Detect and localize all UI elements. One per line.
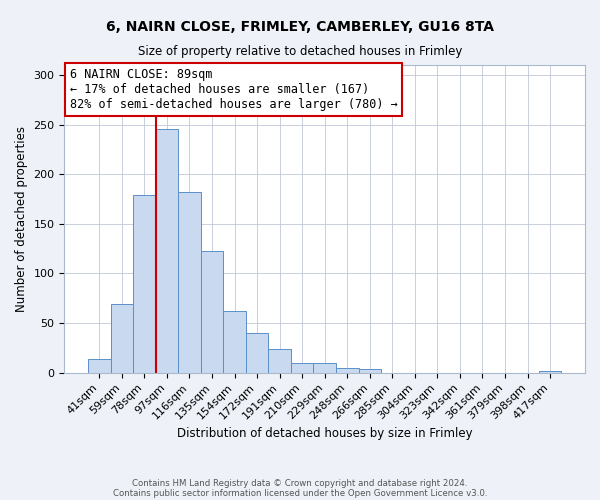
Text: Size of property relative to detached houses in Frimley: Size of property relative to detached ho… xyxy=(138,45,462,58)
X-axis label: Distribution of detached houses by size in Frimley: Distribution of detached houses by size … xyxy=(177,427,473,440)
Bar xyxy=(336,368,359,372)
Bar xyxy=(268,349,291,372)
Bar xyxy=(133,195,155,372)
Text: Contains public sector information licensed under the Open Government Licence v3: Contains public sector information licen… xyxy=(113,488,487,498)
Bar xyxy=(359,369,381,372)
Bar xyxy=(155,128,178,372)
Text: 6 NAIRN CLOSE: 89sqm
← 17% of detached houses are smaller (167)
82% of semi-deta: 6 NAIRN CLOSE: 89sqm ← 17% of detached h… xyxy=(70,68,397,111)
Bar xyxy=(88,359,110,372)
Bar xyxy=(291,363,313,372)
Text: Contains HM Land Registry data © Crown copyright and database right 2024.: Contains HM Land Registry data © Crown c… xyxy=(132,478,468,488)
Bar xyxy=(178,192,201,372)
Bar xyxy=(313,363,336,372)
Bar xyxy=(539,371,562,372)
Bar xyxy=(223,311,246,372)
Text: 6, NAIRN CLOSE, FRIMLEY, CAMBERLEY, GU16 8TA: 6, NAIRN CLOSE, FRIMLEY, CAMBERLEY, GU16… xyxy=(106,20,494,34)
Bar xyxy=(110,304,133,372)
Bar xyxy=(201,250,223,372)
Y-axis label: Number of detached properties: Number of detached properties xyxy=(15,126,28,312)
Bar xyxy=(246,333,268,372)
